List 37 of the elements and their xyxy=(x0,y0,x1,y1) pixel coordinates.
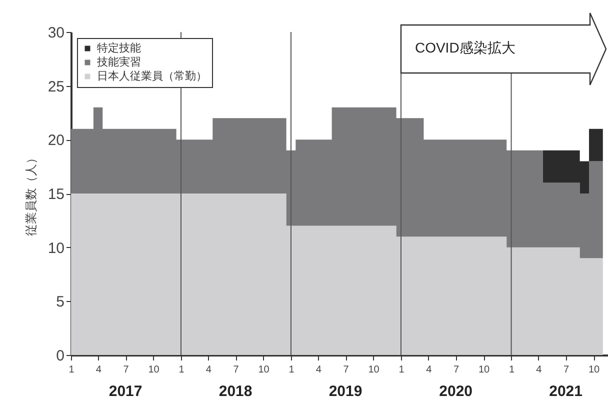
y-tick-label: 10 xyxy=(48,240,64,257)
y-tick-label: 15 xyxy=(48,186,64,203)
ref-line-label: COVID感染拡大 xyxy=(414,40,516,56)
x-tick-label: 4 xyxy=(316,364,322,376)
x-tick-label: 7 xyxy=(123,364,130,376)
x-tick-label: 7 xyxy=(564,364,570,376)
x-tick-label: 1 xyxy=(68,364,75,376)
x-tick-label: 4 xyxy=(206,364,212,376)
y-tick-label: 20 xyxy=(48,132,64,150)
x-tick-label: 1 xyxy=(288,364,295,376)
x-tick-label: 1 xyxy=(398,364,405,376)
y-axis-title: 従業員数（人） xyxy=(24,152,38,236)
text: 2019 xyxy=(328,383,362,400)
x-tick-label: 10 xyxy=(258,364,270,376)
y-tick-label: 5 xyxy=(56,294,64,311)
x-tick-label: 10 xyxy=(588,364,600,376)
x-tick-label: 1 xyxy=(508,364,515,376)
x-tick-label: 10 xyxy=(148,364,160,376)
x-tick-label: 7 xyxy=(454,364,460,376)
x-tick-label: 7 xyxy=(343,364,350,376)
x-tick-label: 10 xyxy=(478,364,490,376)
y-tick-label: 30 xyxy=(48,24,64,42)
x-tick-label: 7 xyxy=(233,364,240,376)
legend-label: 特定技能 xyxy=(97,42,141,54)
y-tick-label: 25 xyxy=(48,78,64,96)
x-tick-label: 10 xyxy=(368,364,380,376)
text: 2021 xyxy=(549,383,582,400)
legend-label: 日本人従業員（常勤） xyxy=(97,70,207,82)
x-tick-label: 4 xyxy=(96,364,102,376)
x-tick-label: 1 xyxy=(178,364,185,376)
x-tick-label: 4 xyxy=(536,364,542,376)
text: 2020 xyxy=(439,383,473,400)
y-tick-label: 0 xyxy=(56,348,64,364)
legend-label: 技能実習 xyxy=(96,56,141,68)
x-tick-label: 4 xyxy=(426,364,432,376)
text: 2018 xyxy=(218,383,252,400)
text: 2017 xyxy=(108,383,142,400)
